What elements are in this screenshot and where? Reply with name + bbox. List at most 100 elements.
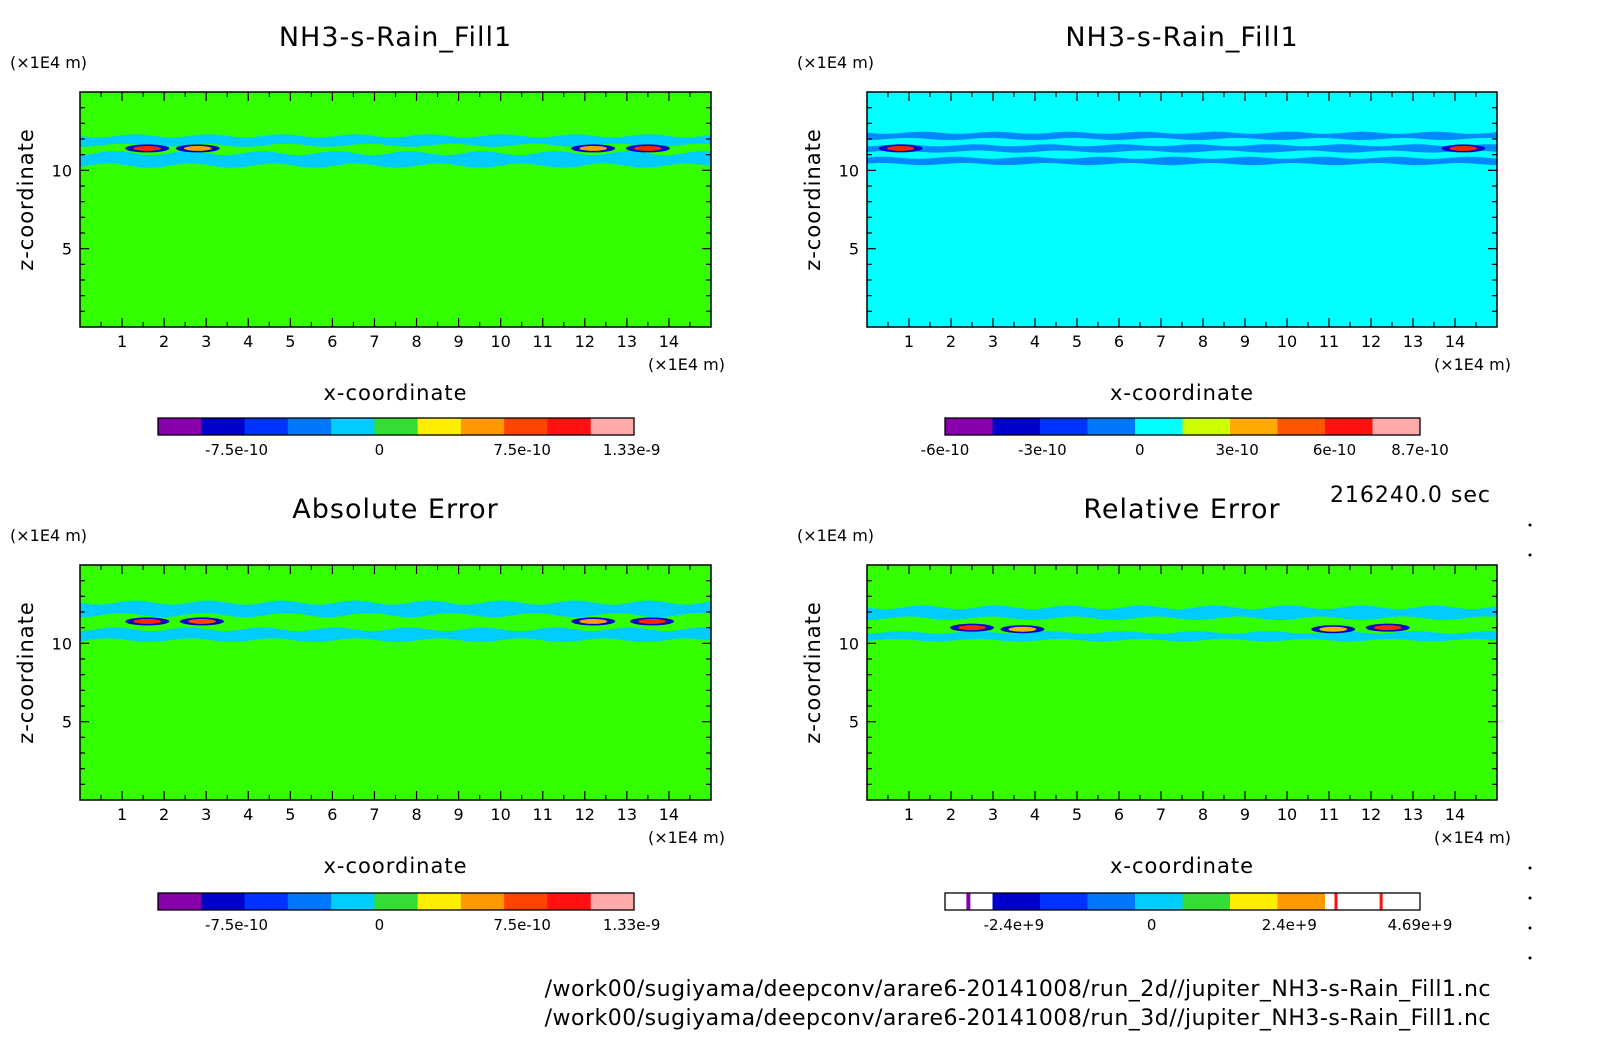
colorbar-marker [966,893,971,910]
colorbar-frame [944,892,1421,911]
spot-1 [958,625,986,631]
colorbar-segment [417,418,462,435]
cloud-layer-2 [867,631,1497,642]
x-tick-label: 10 [1277,805,1297,824]
colorbar-label: 7.5e-10 [493,916,551,934]
spot-4 [1373,625,1402,631]
colorbar-segment [201,418,246,435]
colorbar-label: 8.7e-10 [1391,441,1449,459]
x-tick-label: 5 [1072,805,1082,824]
colorbar-segment [1277,893,1326,910]
colorbar-label: 6e-10 [1313,441,1356,459]
colorbar-label: 3e-10 [1215,441,1258,459]
colorbar-segment [504,893,548,910]
cloud-layer-1 [867,131,1497,141]
z-axis-label: z-coordinate [14,601,38,744]
x-tick-label: 5 [285,332,295,351]
panel-4 [866,564,1498,911]
spot-3 [579,618,608,624]
spot-4 [638,618,667,624]
x-tick-label: 5 [285,805,295,824]
cloud-layer-2 [867,144,1497,153]
x-unit-label: (×1E4 m) [1434,355,1511,374]
x-tick-label: 1 [904,805,914,824]
colorbar-frame [157,417,635,436]
colorbar-segment [590,418,635,435]
x-tick-label: 6 [1114,332,1124,351]
colorbar-label: 7.5e-10 [493,441,551,459]
spot-3 [1319,626,1348,632]
colorbar-segment [201,893,246,910]
file-path-2d: /work00/sugiyama/deepconv/arare6-2014100… [544,977,1491,1002]
x-tick-label: 1 [117,805,127,824]
z-tick-label: 5 [62,713,72,732]
panel-title: NH3-s-Rain_Fill1 [279,22,512,53]
colorbar-marker [1379,893,1383,910]
x-tick-label: 1 [117,332,127,351]
margin-dot [1528,866,1532,870]
x-tick-label: 11 [1319,805,1339,824]
z-axis-label: z-coordinate [801,601,825,744]
colorbar-label: 1.33e-9 [603,916,661,934]
colorbar-segment [1182,893,1231,910]
z-tick-label: 5 [62,240,72,259]
spot-4 [633,145,662,151]
colorbar-segment [331,418,375,435]
x-tick-label: 7 [369,805,379,824]
colorbar-segment [1230,418,1278,435]
x-tick-label: 9 [1240,805,1250,824]
x-tick-label: 13 [617,805,637,824]
x-tick-label: 12 [1361,805,1381,824]
x-tick-label: 11 [533,332,553,351]
x-tick-label: 3 [201,332,211,351]
x-tick-label: 12 [575,332,595,351]
cloud-layer-1 [80,134,711,147]
margin-dot [1528,956,1532,960]
x-tick-label: 4 [1030,805,1040,824]
x-tick-label: 14 [1445,332,1465,351]
spot-1 [133,145,162,151]
colorbar-segment [1087,893,1136,910]
x-tick-label: 8 [411,805,421,824]
field-background [80,92,711,327]
colorbar-segment [1325,893,1373,910]
spot-2 [1449,145,1478,151]
x-tick-label: 7 [1156,332,1166,351]
spot-2 [183,145,212,151]
colorbar-segment [287,893,332,910]
x-tick-label: 2 [946,332,956,351]
colorbar-segment [1087,418,1136,435]
colorbar-label: -2.4e+9 [984,916,1045,934]
spot-3 [579,145,608,151]
colorbar-marker [1334,893,1338,910]
z-tick-label: 10 [52,634,72,653]
margin-dot [1528,896,1532,900]
x-unit-label: (×1E4 m) [648,355,725,374]
x-tick-label: 13 [1403,805,1423,824]
cloud-layer-1 [867,605,1497,621]
x-tick-label: 13 [1403,332,1423,351]
colorbar-label: -6e-10 [921,441,970,459]
colorbar-segment [547,893,592,910]
x-tick-label: 8 [411,332,421,351]
x-tick-label: 12 [1361,332,1381,351]
colorbar-segment [158,418,202,435]
x-tick-label: 12 [575,805,595,824]
x-tick-label: 8 [1198,805,1208,824]
margin-dot [1528,926,1532,930]
z-unit-label: (×1E4 m) [10,53,87,72]
colorbar-segment [158,893,202,910]
x-tick-label: 9 [1240,332,1250,351]
z-tick-label: 10 [839,634,859,653]
x-unit-label: (×1E4 m) [1434,828,1511,847]
z-unit-label: (×1E4 m) [10,526,87,545]
x-axis-label: x-coordinate [1110,854,1254,878]
z-tick-label: 5 [849,240,859,259]
x-tick-label: 7 [369,332,379,351]
x-unit-label: (×1E4 m) [648,828,725,847]
colorbar-segment [374,418,419,435]
colorbar-segment [1182,418,1231,435]
x-tick-label: 2 [946,805,956,824]
colorbar-label: 2.4e+9 [1262,916,1317,934]
